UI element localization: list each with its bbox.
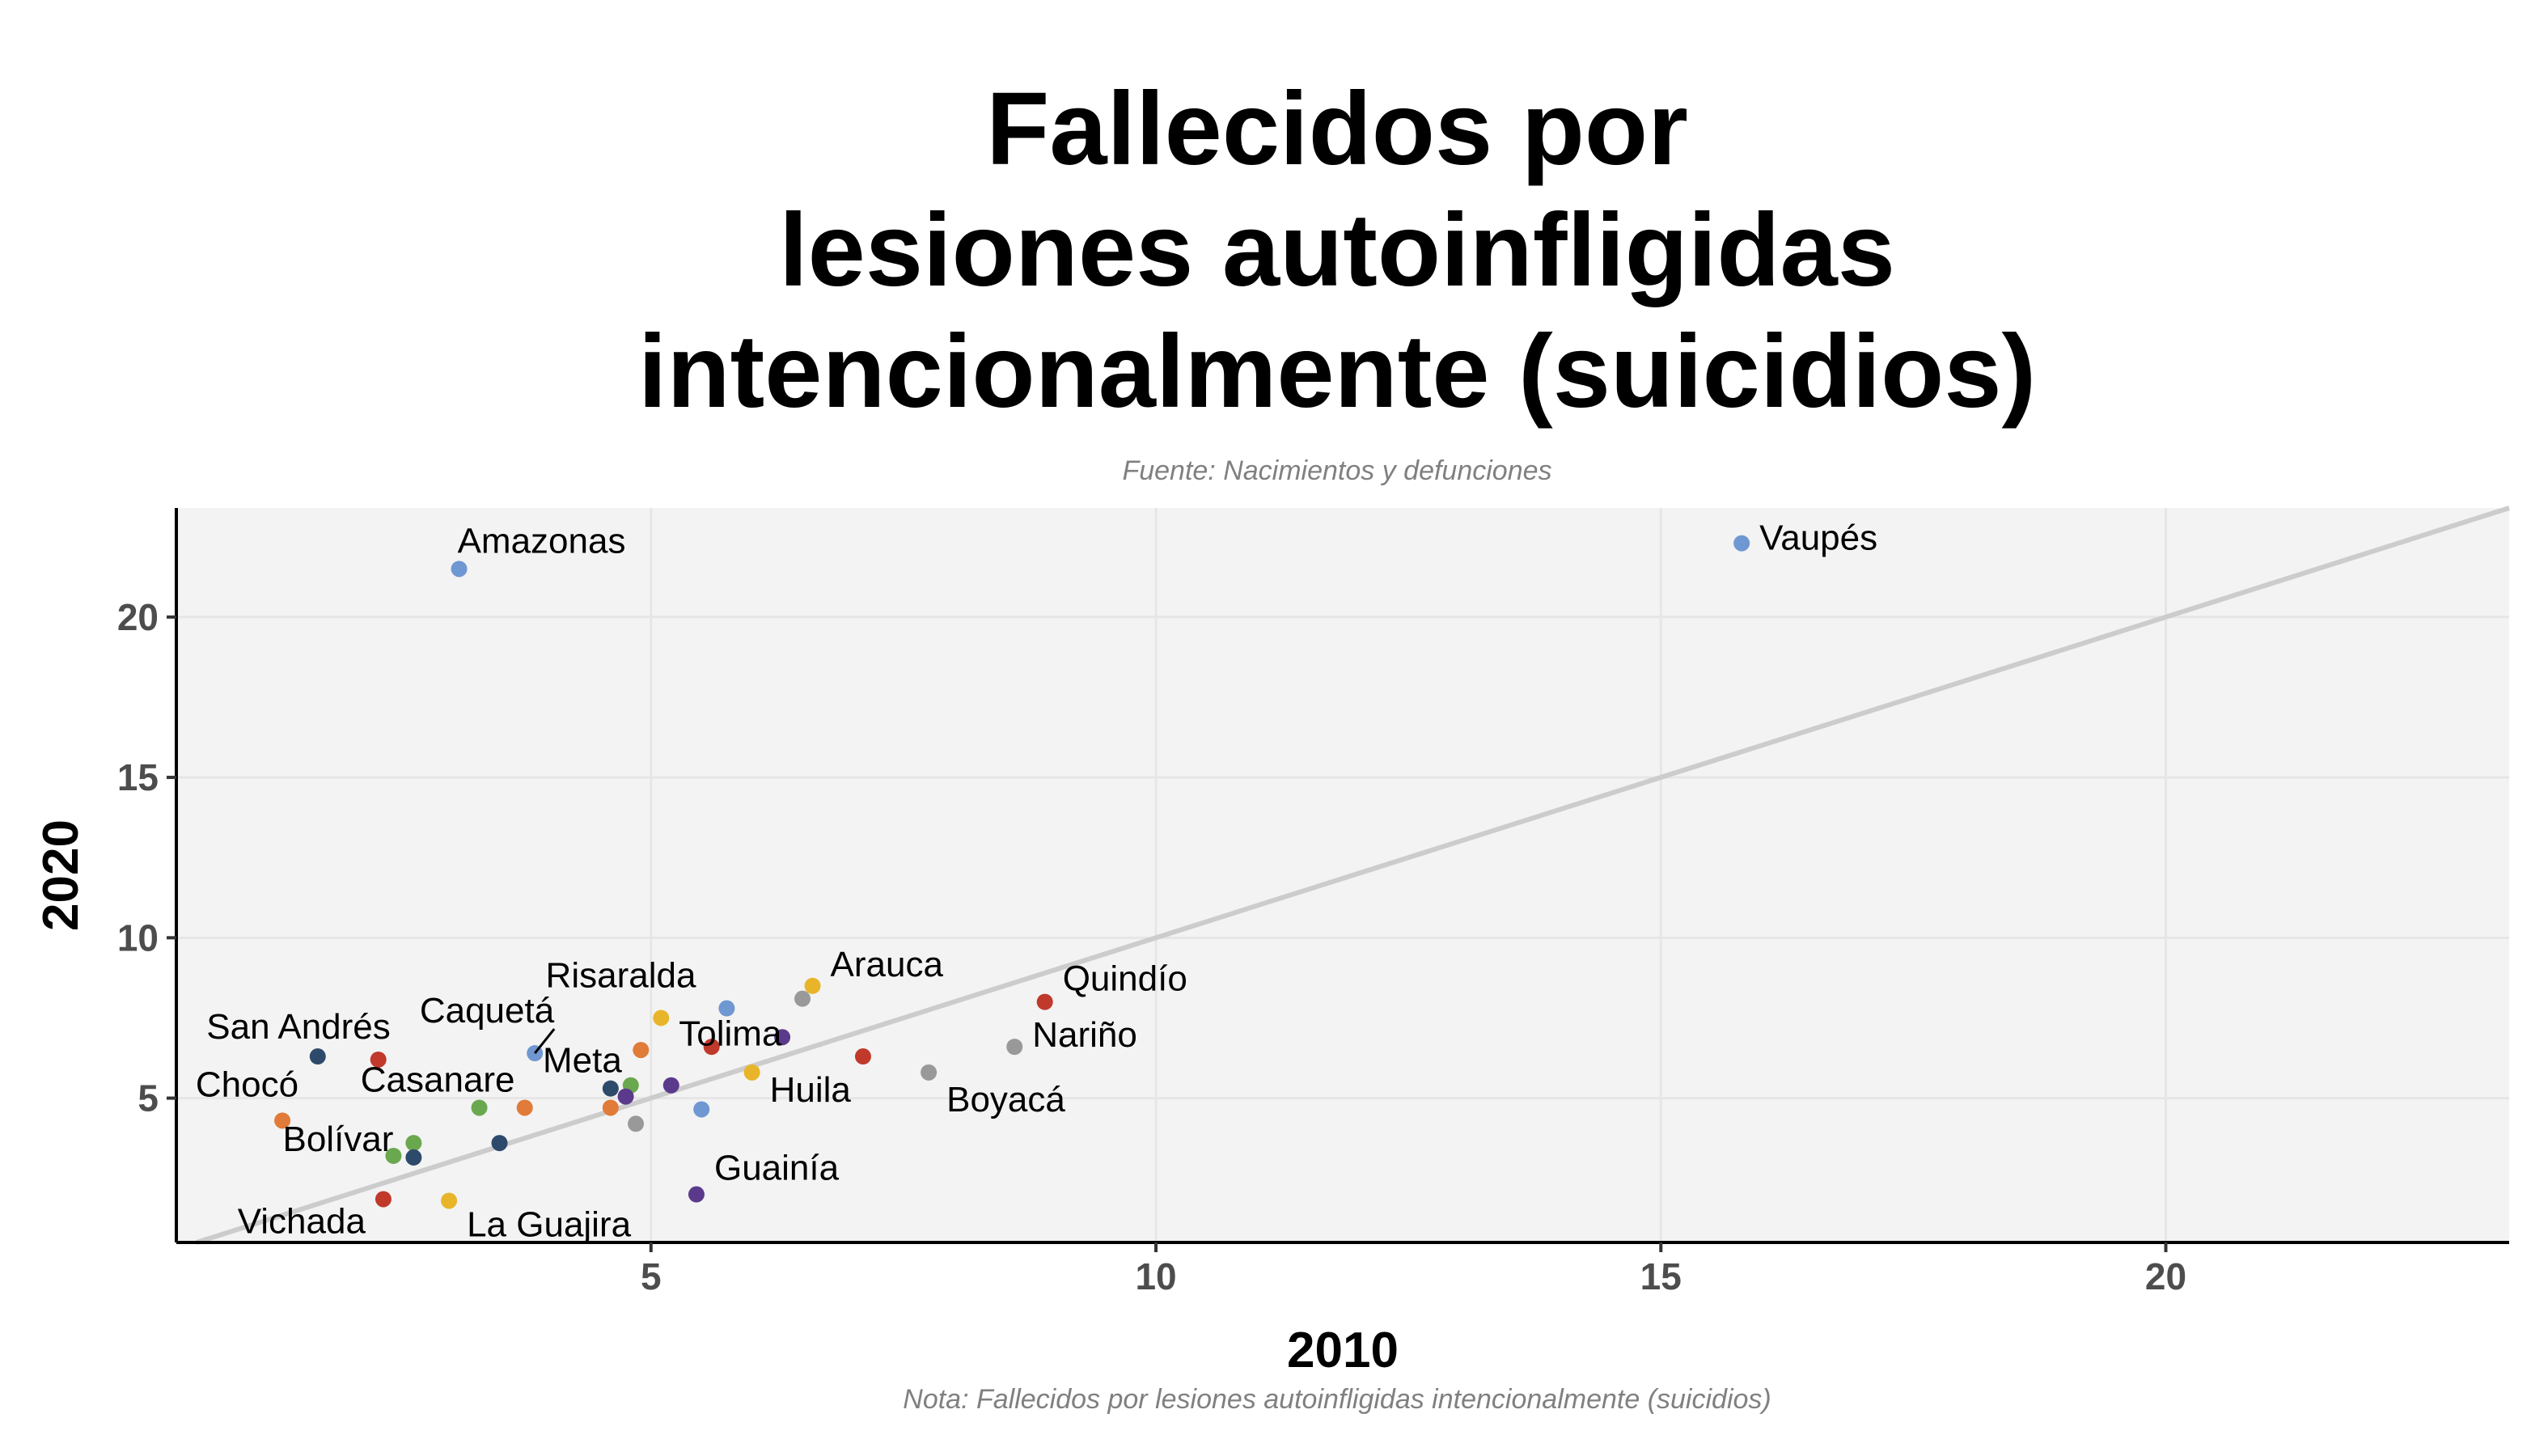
point-label: La Guajira: [467, 1204, 632, 1244]
data-point: [743, 1064, 760, 1081]
y-tick-label: 5: [138, 1077, 159, 1120]
chart-source: Fuente: Nacimientos y defunciones: [1122, 455, 1551, 486]
point-label: Meta: [543, 1041, 622, 1081]
label-leader-line: [534, 1028, 556, 1054]
data-point: [602, 1099, 619, 1116]
point-labels: Vaupés Amazonas Arauca Quindío Risaralda Toli…: [196, 518, 1877, 1245]
data-point: [774, 1029, 791, 1046]
data-point: [1006, 1039, 1023, 1056]
data-point: [441, 1192, 458, 1209]
data-point: [617, 1088, 634, 1105]
data-point: [370, 1051, 387, 1068]
data-point: [405, 1135, 422, 1152]
point-label: Vaupés: [1759, 518, 1877, 558]
x-axis-ticks: 5 10 15 20: [641, 1242, 2186, 1297]
point-label: San Andrés: [206, 1007, 391, 1047]
y-tick-label: 15: [117, 756, 159, 798]
data-point: [471, 1099, 488, 1116]
data-point: [602, 1080, 619, 1097]
data-point: [1036, 993, 1053, 1010]
data-point: [405, 1149, 422, 1166]
data-point: [718, 1000, 735, 1017]
point-label: Guainía: [714, 1149, 840, 1188]
point-label: Caquetá: [420, 991, 555, 1031]
data-point: [628, 1115, 645, 1132]
point-label: Quindío: [1063, 959, 1187, 999]
x-tick-label: 20: [2145, 1255, 2186, 1297]
chart-note: Nota: Fallecidos por lesiones autoinflig…: [903, 1384, 1771, 1415]
point-label: Amazonas: [458, 521, 626, 561]
point-label: Nariño: [1032, 1015, 1137, 1055]
data-point: [854, 1048, 871, 1065]
data-point: [921, 1064, 938, 1081]
data-point: [491, 1135, 508, 1152]
point-label: Huila: [770, 1070, 852, 1110]
data-points: [274, 535, 1750, 1209]
point-label: Tolima: [679, 1014, 782, 1053]
point-label: Chocó: [196, 1064, 298, 1104]
chart-title-line-3: intencionalmente (suicidios): [638, 314, 2036, 430]
data-point: [1733, 535, 1750, 552]
reference-diagonal-line: [196, 506, 2510, 1245]
x-tick-label: 15: [1640, 1255, 1682, 1297]
point-label: Casanare: [361, 1060, 515, 1099]
data-point: [451, 561, 468, 578]
data-point: [662, 1077, 679, 1094]
gridlines: [176, 508, 2509, 1242]
point-label: Boyacá: [946, 1080, 1065, 1120]
data-point: [703, 1039, 720, 1056]
y-tick-label: 10: [117, 916, 159, 959]
chart-title-line-2: lesiones autoinfligidas: [779, 193, 1895, 308]
data-point: [693, 1101, 710, 1118]
data-point: [794, 990, 811, 1007]
point-label: Bolívar: [282, 1120, 393, 1159]
data-point: [633, 1042, 650, 1059]
data-point: [804, 977, 821, 994]
data-point: [274, 1112, 291, 1129]
x-axis-title: 2010: [1287, 1323, 1399, 1378]
data-point: [653, 1009, 670, 1026]
data-point: [309, 1048, 326, 1065]
data-point: [516, 1099, 533, 1116]
data-point: [375, 1191, 392, 1208]
point-label: Risaralda: [546, 956, 696, 996]
chart-title-line-1: Fallecidos por: [986, 71, 1688, 187]
y-axis-title: 2020: [33, 819, 89, 931]
data-point: [385, 1147, 402, 1164]
data-point: [688, 1186, 705, 1203]
y-axis-ticks: 5 10 15 20: [117, 596, 176, 1120]
x-tick-label: 5: [641, 1255, 662, 1297]
point-label: Vichada: [238, 1201, 366, 1241]
y-tick-label: 20: [117, 596, 159, 638]
x-tick-label: 10: [1135, 1255, 1176, 1297]
point-label: Arauca: [831, 945, 944, 984]
